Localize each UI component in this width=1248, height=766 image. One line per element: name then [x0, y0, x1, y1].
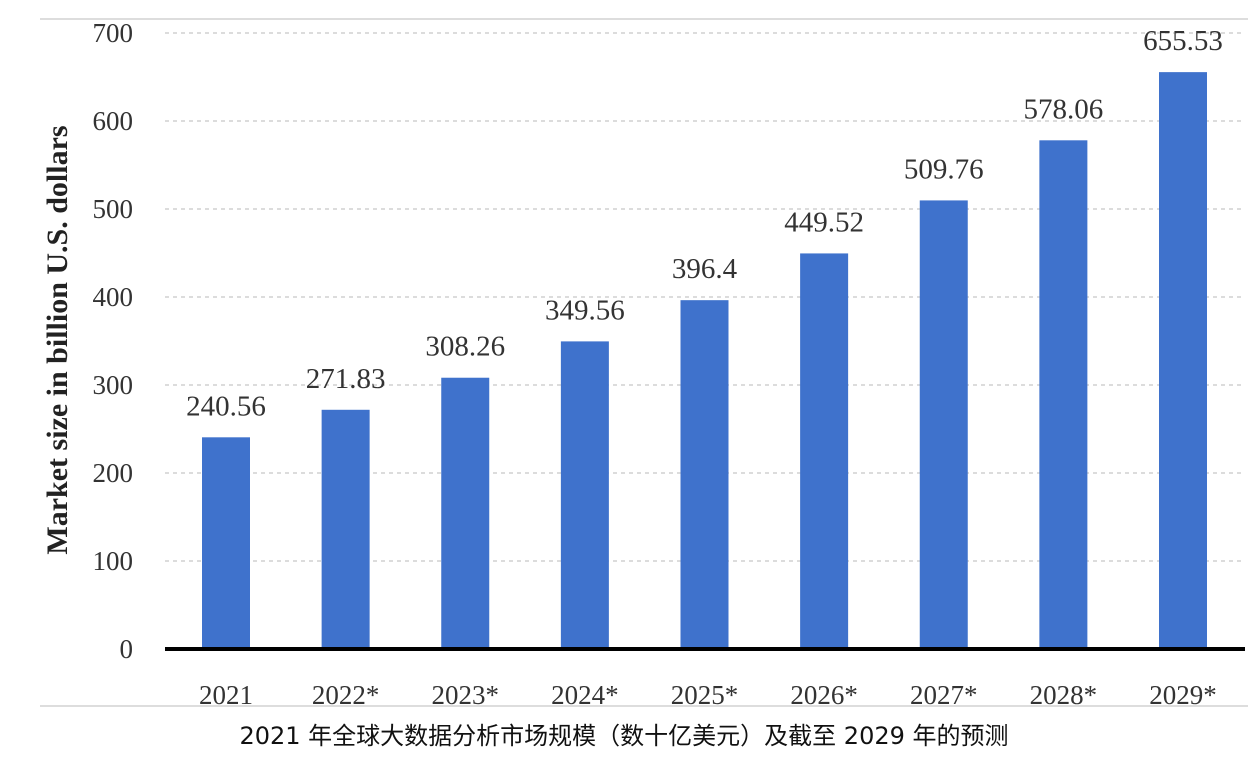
- x-tick-label-3: 2024*: [551, 680, 619, 710]
- x-tick-label-6: 2027*: [910, 680, 978, 710]
- bar-chart: 0 100 200 300 400 500 600 700 240.56 271.83 308.2…: [40, 18, 1248, 710]
- bar-0: [202, 437, 250, 649]
- bar-1: [321, 409, 370, 649]
- bar-6: [919, 200, 968, 649]
- y-axis-ticks: 0 100 200 300 400 500 600 700: [93, 18, 134, 664]
- data-labels: 240.56 271.83 308.26 349.56 396.4 449.52 509.7…: [186, 25, 1223, 422]
- data-label-6: 509.76: [904, 153, 984, 185]
- bars: [202, 72, 1207, 650]
- data-label-2: 308.26: [425, 331, 505, 363]
- x-tick-label-0: 2021: [199, 680, 253, 710]
- x-axis-ticks: 2021 2022* 2023* 2024* 2025* 2026* 2027* 2028* 2…: [199, 680, 1217, 710]
- y-tick-label: 500: [93, 194, 134, 224]
- x-tick-label-8: 2029*: [1149, 680, 1217, 710]
- data-label-4: 396.4: [672, 253, 738, 285]
- bar-8: [1159, 72, 1207, 649]
- chart-caption: 2021 年全球大数据分析市场规模（数十亿美元）及截至 2029 年的预测: [239, 722, 1009, 750]
- y-tick-label: 400: [93, 282, 134, 312]
- data-label-7: 578.06: [1024, 93, 1104, 125]
- data-label-3: 349.56: [545, 294, 625, 326]
- x-tick-label-4: 2025*: [671, 680, 739, 710]
- x-tick-label-2: 2023*: [432, 680, 500, 710]
- data-label-5: 449.52: [784, 206, 864, 238]
- data-label-0: 240.56: [186, 390, 266, 422]
- y-tick-label: 100: [93, 546, 134, 576]
- y-tick-label: 600: [93, 106, 134, 136]
- data-label-1: 271.83: [306, 363, 386, 395]
- y-tick-label: 700: [93, 18, 134, 48]
- bar-2: [441, 377, 490, 649]
- bar-7: [1039, 140, 1088, 650]
- bar-5: [800, 253, 849, 649]
- x-tick-label-5: 2026*: [790, 680, 858, 710]
- y-axis-label: Market size in billion U.S. dollars: [41, 125, 74, 554]
- x-tick-label-1: 2022*: [312, 680, 380, 710]
- y-tick-label: 300: [93, 370, 134, 400]
- y-tick-label: 200: [93, 458, 134, 488]
- y-tick-label: 0: [120, 634, 134, 664]
- x-tick-label-7: 2028*: [1030, 680, 1098, 710]
- data-label-8: 655.53: [1143, 25, 1223, 57]
- bar-4: [680, 300, 729, 649]
- bar-3: [560, 341, 609, 649]
